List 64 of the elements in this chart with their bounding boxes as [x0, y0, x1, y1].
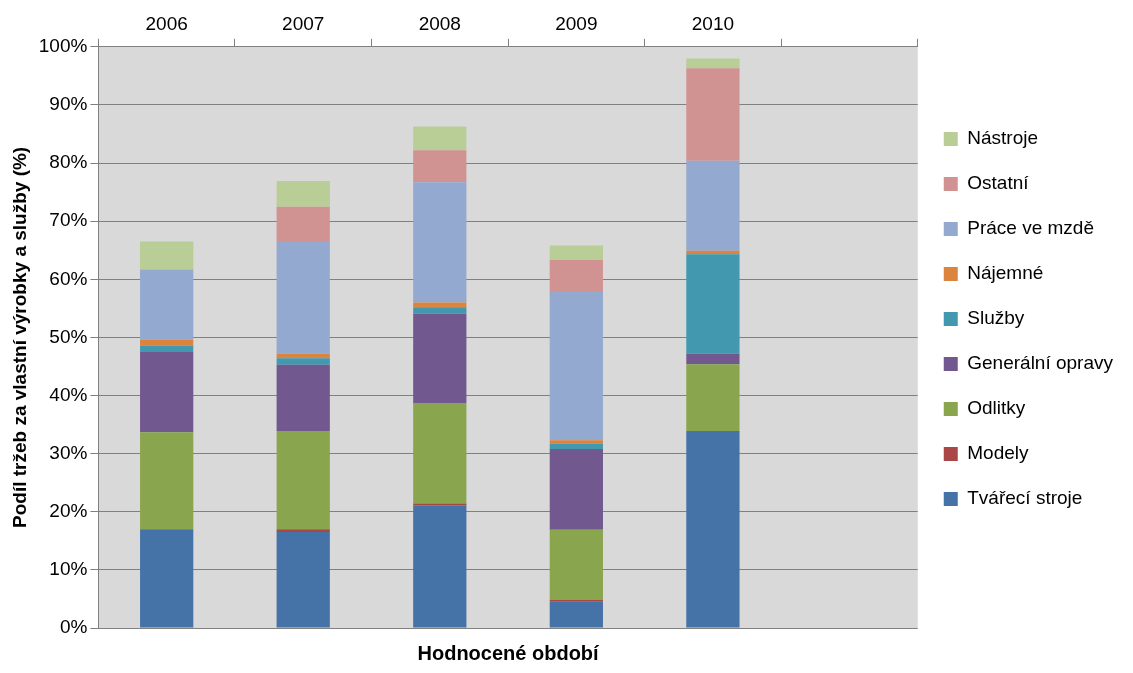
x-axis-title: Hodnocené období [417, 641, 601, 664]
bar [413, 126, 467, 151]
y-tick-label: 90% [49, 93, 88, 115]
bar [413, 403, 467, 504]
bar [276, 532, 330, 628]
legend-label: Práce ve mzdě [967, 217, 1094, 239]
y-tick-label: 100% [38, 35, 88, 57]
y-tick-label: 10% [49, 558, 88, 580]
bar [276, 358, 330, 365]
bar [549, 292, 603, 441]
x-tick-label: 2006 [145, 12, 188, 34]
bar [140, 432, 194, 530]
x-tick-label: 2007 [282, 12, 325, 34]
legend-label: Nájemné [967, 262, 1044, 284]
bar [413, 150, 467, 183]
bar [413, 313, 467, 404]
bar [140, 351, 194, 433]
bar [549, 245, 603, 261]
bar [276, 181, 330, 207]
x-tick-label: 2009 [555, 12, 598, 34]
x-tick-label: 2008 [418, 12, 461, 34]
x-tick-label: 2010 [691, 12, 735, 34]
bar [276, 529, 330, 533]
y-tick-label: 0% [59, 616, 88, 638]
bar [549, 529, 603, 601]
y-tick-label: 20% [49, 499, 88, 521]
bar [549, 440, 603, 444]
bar [140, 241, 194, 270]
y-tick-label: 60% [49, 267, 88, 289]
bar [276, 430, 330, 530]
bar [686, 430, 740, 628]
bar [276, 240, 330, 354]
legend-label: Modely [967, 442, 1029, 464]
bar [686, 68, 740, 161]
bar [413, 505, 467, 628]
y-axis-title: Podíl tržeb za vlastní výrobky a služby (%) [8, 146, 30, 528]
y-tick-label: 70% [49, 209, 88, 231]
y-tick-label: 80% [49, 151, 88, 173]
bar [549, 443, 603, 449]
bar [140, 339, 194, 346]
bar [140, 529, 194, 628]
y-tick-label: 30% [49, 441, 88, 463]
legend-label: Generální opravy [967, 352, 1114, 374]
legend-label: Ostatní [967, 172, 1030, 194]
bar [686, 58, 740, 69]
legend-label: Tvářecí stroje [967, 487, 1083, 509]
y-tick-label: 40% [49, 383, 88, 405]
legend-label: Služby [967, 307, 1025, 329]
bar [549, 260, 603, 293]
bar [413, 307, 467, 314]
legend-label: Nástroje [967, 127, 1038, 149]
bar [276, 206, 330, 241]
bar [140, 269, 194, 340]
bar [549, 601, 603, 628]
bar [686, 364, 740, 431]
bar [276, 364, 330, 431]
bar [686, 160, 740, 251]
bar [413, 182, 467, 303]
bar [686, 353, 740, 365]
bar [549, 448, 603, 530]
y-tick-label: 50% [49, 325, 88, 347]
bar [686, 254, 740, 354]
bar [140, 345, 194, 352]
legend-label: Odlitky [967, 397, 1026, 419]
